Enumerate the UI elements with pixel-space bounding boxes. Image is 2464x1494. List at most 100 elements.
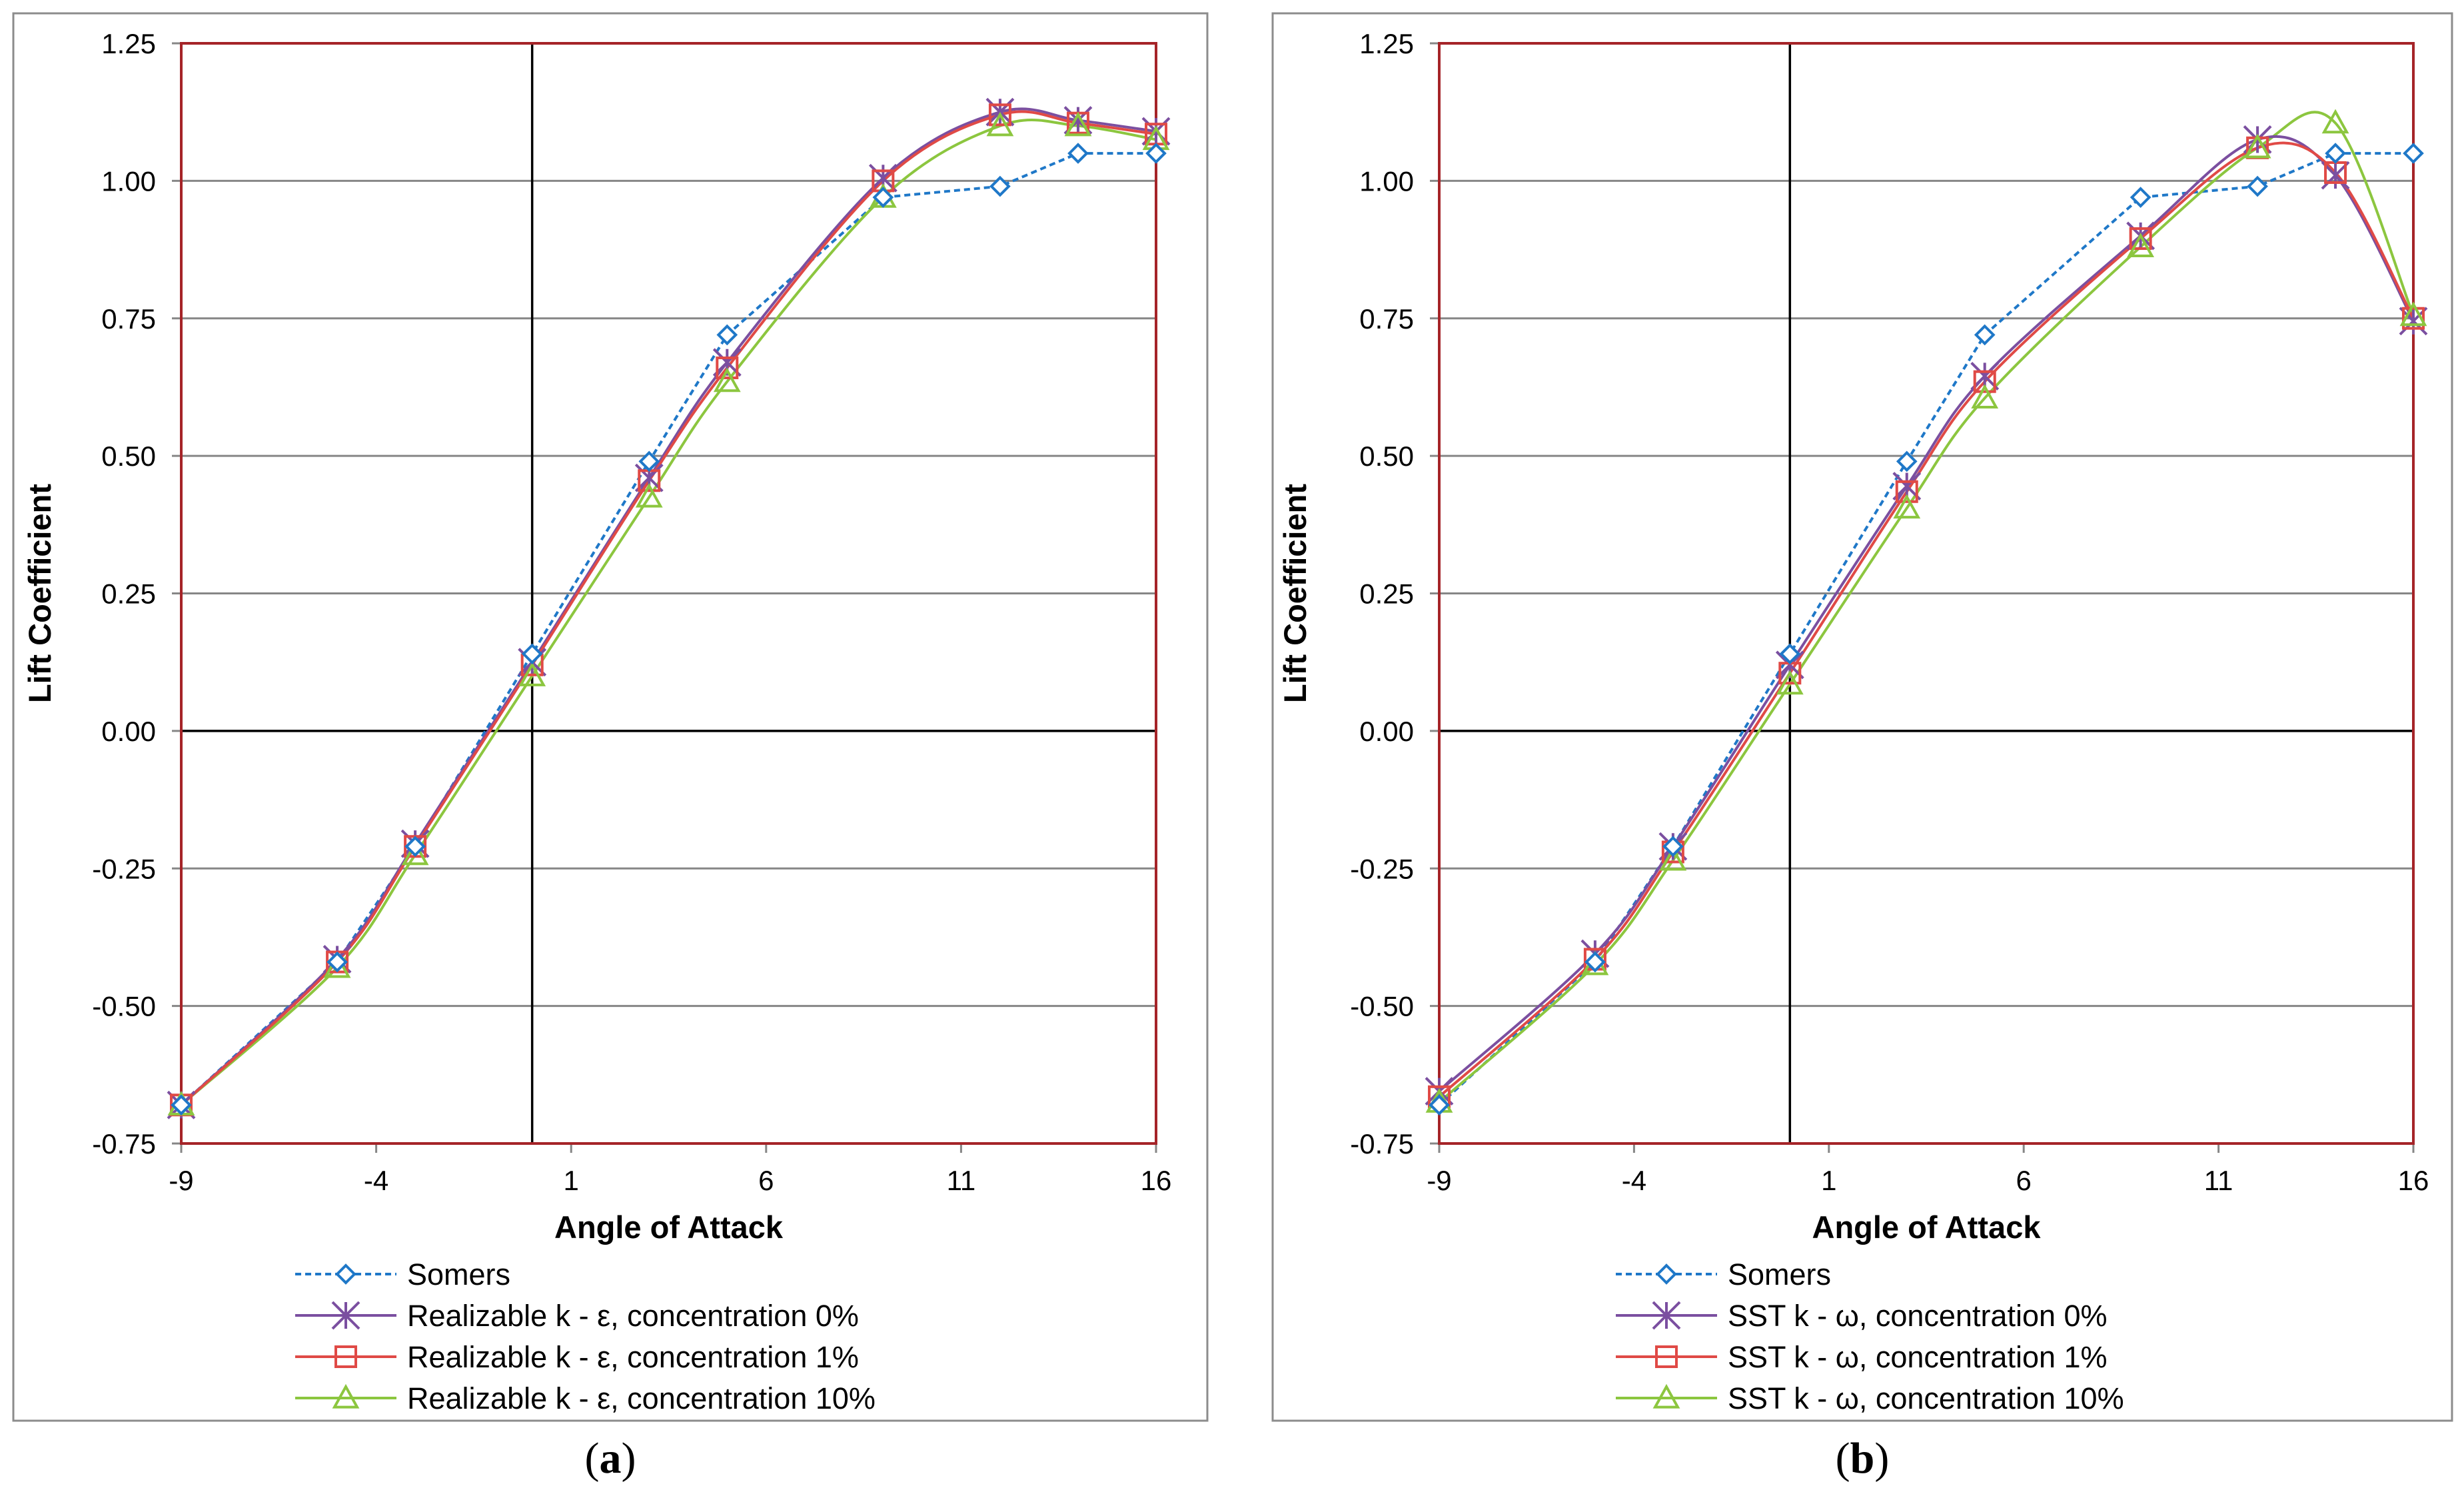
data-point-diamond	[716, 324, 738, 346]
plot-area-border	[1438, 42, 2415, 1145]
series-markers-square	[1428, 136, 2425, 1108]
y-tick-label: 0.00	[101, 716, 156, 747]
y-tick-label: -0.25	[1350, 853, 1414, 884]
data-point-diamond	[872, 187, 894, 208]
legend-label: Somers	[407, 1257, 510, 1291]
data-point-triangle	[986, 111, 1014, 137]
data-point-square	[2402, 307, 2425, 330]
data-point-diamond	[1584, 951, 1606, 973]
y-tick-label: -0.50	[92, 991, 156, 1022]
x-tick-label: 16	[2398, 1165, 2429, 1196]
y-tick-label: 1.00	[1359, 165, 1414, 197]
data-point-diamond	[2130, 187, 2152, 208]
data-point-diamond	[2403, 143, 2424, 164]
data-point-diamond	[1662, 836, 1684, 858]
legend-marker-square	[1655, 1345, 1678, 1368]
x-tick-label: 11	[947, 1165, 976, 1196]
data-point-square	[2129, 227, 2152, 251]
data-point-triangle	[2321, 109, 2349, 134]
legend-label: SST k - ω, concentration 1%	[1728, 1340, 2108, 1374]
data-point-diamond	[326, 951, 348, 973]
x-tick-label: 1	[564, 1165, 579, 1196]
panel-label-letter: a	[600, 1434, 622, 1483]
data-point-square	[716, 357, 739, 380]
chart-panel-b: -0.75 -0.50 -0.25 0.00 0.25 0.50 0.75 1.00 1.25 -…	[1271, 12, 2453, 1483]
y-tick-label: 1.25	[1359, 28, 1414, 59]
data-point-diamond	[1429, 1094, 1450, 1116]
series-line-triangle	[1438, 111, 2415, 1104]
y-tick-label: 0.50	[1359, 440, 1414, 472]
y-tick-label: 1.25	[101, 28, 156, 59]
y-axis-title: Lift Coefficient	[22, 484, 57, 703]
series-line-star	[1438, 135, 2415, 1093]
data-point-diamond	[1067, 143, 1089, 164]
data-point-square	[1973, 370, 1996, 393]
data-point-triangle	[2127, 233, 2155, 258]
data-point-diamond	[1974, 324, 1996, 346]
data-point-diamond	[1779, 643, 1801, 665]
y-tick-label: 1.00	[101, 165, 156, 197]
data-point-triangle	[518, 662, 546, 686]
x-axis-title: Angle of Attack	[1812, 1209, 2042, 1245]
x-tick-label: 6	[758, 1165, 774, 1196]
data-point-triangle	[401, 840, 429, 866]
panel-label-letter: b	[1850, 1434, 1875, 1483]
data-point-triangle	[1893, 494, 1921, 519]
panel-label: (b)	[1836, 1434, 1890, 1483]
data-point-triangle	[2399, 301, 2427, 327]
series-line-square	[1438, 141, 2415, 1098]
data-point-triangle	[713, 367, 741, 392]
legend-marker-triangle	[1652, 1383, 1680, 1409]
x-tick-label: -4	[364, 1165, 388, 1196]
data-point-diamond	[638, 450, 660, 472]
data-point-triangle	[2243, 133, 2271, 159]
legend-marker-diamond	[335, 1263, 356, 1285]
data-point-triangle	[1064, 111, 1092, 137]
y-tick-label: 0.25	[1359, 578, 1414, 610]
data-point-diamond	[989, 175, 1011, 197]
legend-marker-star	[331, 1301, 360, 1330]
data-point-square	[1895, 480, 1918, 503]
data-point-triangle	[1971, 384, 1999, 409]
legend-marker-square	[334, 1345, 357, 1368]
series-markers-diamond	[171, 143, 1167, 1116]
legend-label: Realizable k - ε, concentration 10%	[407, 1381, 876, 1415]
data-point-diamond	[2325, 143, 2346, 164]
x-tick-label: 6	[2016, 1165, 2032, 1196]
legend-label: Somers	[1728, 1257, 1831, 1291]
y-axis-title: Lift Coefficient	[1277, 484, 1313, 703]
x-tick-label: -4	[1622, 1165, 1646, 1196]
y-tick-label: -0.25	[92, 853, 156, 884]
legend-label: SST k - ω, concentration 0%	[1728, 1299, 2108, 1333]
legend-marker-triangle	[332, 1383, 360, 1409]
data-point-diamond	[1145, 143, 1167, 164]
legend-label: Realizable k - ε, concentration 1%	[407, 1340, 859, 1374]
legend-marker-star	[1652, 1301, 1681, 1330]
data-point-diamond	[171, 1094, 192, 1116]
y-tick-label: 0.00	[1359, 716, 1414, 747]
chart-panel-a: -0.75 -0.50 -0.25 0.00 0.25 0.50 0.75 1.00 1.25 -…	[12, 12, 1209, 1483]
data-point-diamond	[521, 643, 543, 665]
x-tick-label: 1	[1821, 1165, 1836, 1196]
data-point-triangle	[1776, 670, 1804, 695]
data-point-diamond	[1896, 450, 1918, 472]
data-point-triangle	[1659, 846, 1687, 871]
data-point-diamond	[404, 836, 426, 858]
data-point-square	[988, 103, 1011, 127]
data-point-triangle	[635, 482, 663, 508]
data-point-diamond	[2247, 175, 2268, 197]
y-tick-label: 0.75	[1359, 303, 1414, 335]
y-tick-label: 0.25	[101, 578, 156, 610]
y-tick-label: 0.75	[101, 303, 156, 335]
x-tick-label: -9	[1427, 1165, 1451, 1196]
y-tick-label: 0.50	[101, 440, 156, 472]
legend-marker-diamond	[1656, 1263, 1677, 1285]
y-tick-label: -0.75	[1350, 1128, 1414, 1159]
y-tick-label: -0.50	[1350, 991, 1414, 1022]
x-tick-label: 16	[1141, 1165, 1172, 1196]
legend: Somers Realizable k - ε, concentration 0%…	[295, 1257, 876, 1415]
legend: Somers SST k - ω, concentration 0% SST k -…	[1616, 1257, 2124, 1415]
plot-area-border	[180, 42, 1157, 1145]
series-markers-diamond	[1429, 143, 2424, 1116]
